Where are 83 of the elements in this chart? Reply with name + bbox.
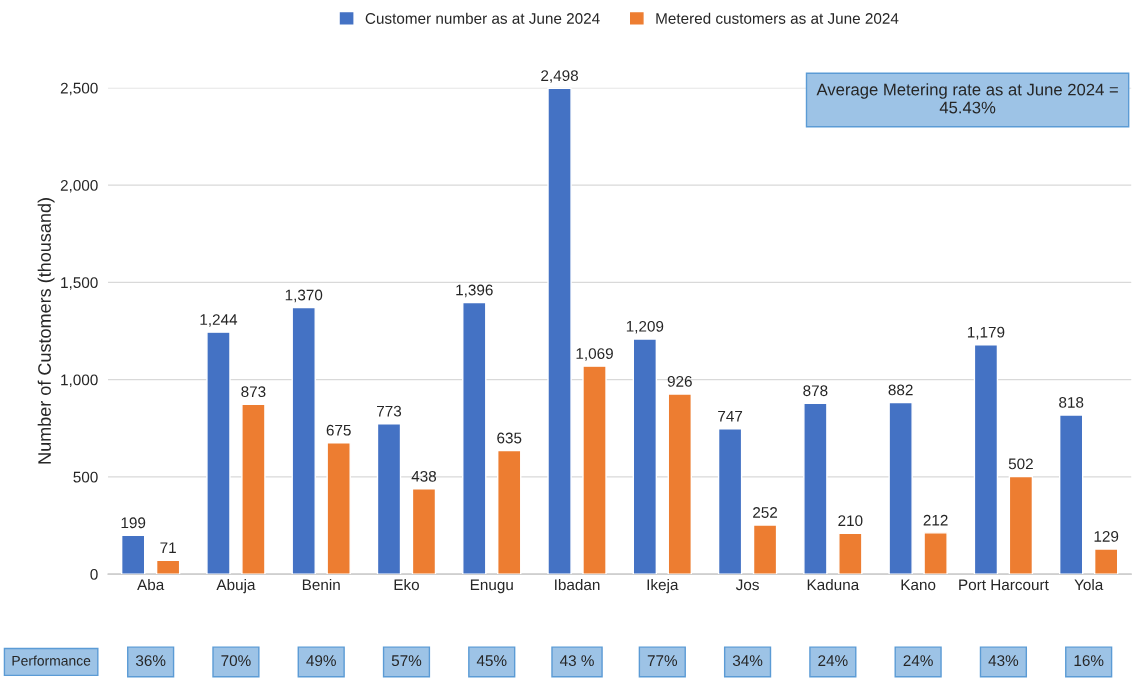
data-label: 878 (803, 385, 828, 397)
data-label: 1,069 (576, 348, 613, 361)
data-label: 129 (1094, 530, 1119, 542)
y-tick-label: 1,000 (61, 374, 98, 388)
x-tick-label: Kano (901, 579, 936, 591)
bar (291, 306, 316, 575)
legend-label: Customer number as at June 2024 (365, 12, 600, 24)
bar (582, 365, 607, 575)
x-tick-label: Ikeja (647, 578, 679, 594)
data-label: 1,244 (200, 314, 238, 327)
bar (888, 401, 913, 575)
bar (667, 393, 692, 575)
data-label: 252 (753, 507, 778, 518)
text: 70% (221, 655, 251, 667)
x-tick-label: Port Harcourt (959, 579, 1049, 591)
text: 57% (391, 655, 422, 667)
data-label: 882 (888, 384, 913, 396)
data-label: 635 (497, 432, 522, 444)
text: 34% (732, 655, 763, 667)
bar (376, 423, 402, 575)
bar (547, 87, 572, 575)
x-tick-label: Kaduna (807, 578, 860, 591)
data-label: 675 (326, 424, 351, 436)
data-label: 502 (1008, 458, 1033, 470)
text: 24% (903, 655, 933, 666)
x-tick-label: Yola (1074, 578, 1104, 591)
bar (923, 532, 948, 575)
bar (326, 442, 351, 575)
text: 16% (1074, 655, 1104, 667)
x-tick-label: Jos (735, 579, 759, 591)
bar (155, 559, 181, 575)
bar (717, 428, 743, 575)
data-label: 773 (377, 405, 402, 417)
data-label: 1,179 (967, 326, 1005, 340)
bar (497, 449, 522, 575)
data-label: 818 (1059, 396, 1084, 408)
x-tick-label: Eko (394, 578, 419, 591)
annotation: Average Metering rate as at June 2024 = 45.43% (816, 83, 1118, 114)
x-tick-label: Benin (302, 578, 340, 591)
bar (1058, 414, 1084, 575)
y-tick-label: 0 (90, 568, 98, 580)
bar (120, 534, 146, 575)
bar (803, 402, 828, 575)
y-tick-label: 1,500 (61, 277, 98, 290)
data-label: 210 (838, 515, 863, 527)
bar (411, 488, 437, 575)
y-tick-label: 2,500 (60, 82, 98, 96)
data-label: 71 (160, 542, 176, 553)
data-label: 926 (667, 375, 692, 387)
bar (838, 532, 863, 575)
bar (752, 524, 778, 575)
bar (206, 331, 231, 575)
y-axis-title: Number of Customers (thousand) (37, 198, 55, 464)
y-tick-label: 500 (73, 471, 98, 483)
bar (462, 301, 487, 575)
text: 24% (818, 655, 848, 666)
y-tick-label: 2,000 (60, 179, 98, 193)
text: 43% (988, 655, 1019, 667)
x-tick-label: Enugu (470, 579, 513, 594)
data-label: 212 (923, 514, 948, 526)
text: 49% (306, 655, 336, 667)
x-tick-label: Abuja (216, 578, 256, 594)
data-label: 873 (241, 386, 266, 398)
bar (241, 403, 266, 575)
legend-label: Metered customers as at June 2024 (656, 12, 899, 24)
text: 43 % (559, 655, 594, 667)
data-label: 1,370 (285, 289, 323, 303)
text: 36% (135, 655, 166, 667)
text: Performance (12, 655, 91, 666)
data-label: 438 (411, 470, 437, 482)
data-label: 1,209 (626, 320, 664, 334)
x-tick-label: Aba (137, 578, 165, 591)
data-label: 199 (121, 517, 146, 529)
text: 45% (476, 655, 507, 667)
x-tick-label: Ibadan (555, 578, 600, 591)
bar (1008, 475, 1034, 575)
data-label: 1,396 (456, 284, 493, 298)
data-label: 2,498 (541, 70, 578, 83)
data-label: 747 (718, 410, 743, 422)
text: 77% (647, 655, 678, 666)
bar (632, 338, 658, 575)
bar (973, 344, 999, 575)
bar (1093, 548, 1119, 575)
